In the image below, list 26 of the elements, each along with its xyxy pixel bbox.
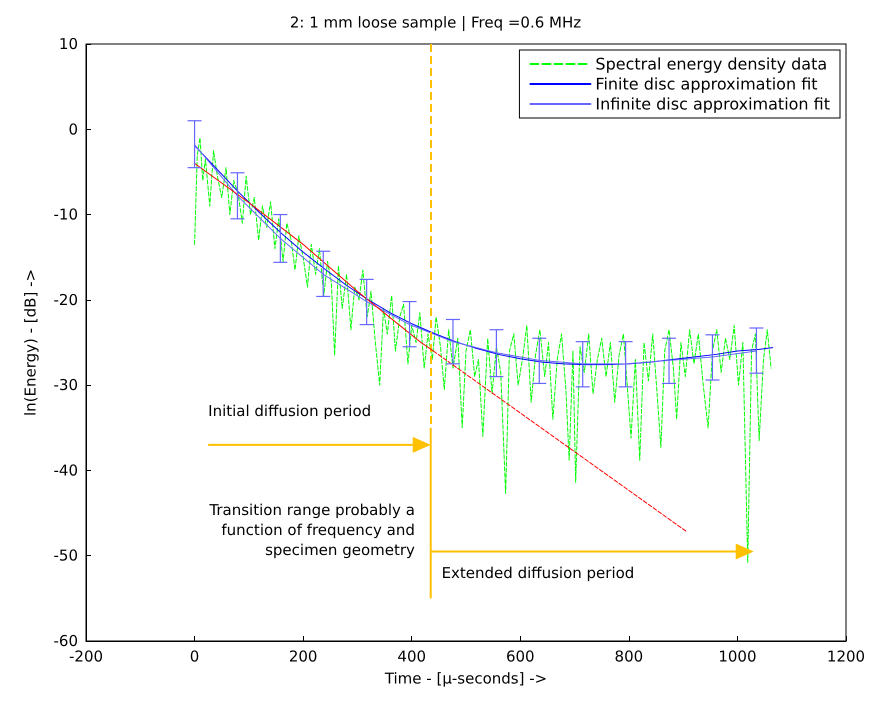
- y-tick-label: -40: [54, 461, 78, 480]
- annotation: Transition range probably a function of frequency and specimen geometry: [209, 500, 415, 560]
- x-tick-label: 1000: [718, 648, 757, 666]
- legend-label: Infinite disc approximation fit: [595, 94, 830, 114]
- x-tick-label: -200: [68, 648, 104, 666]
- x-tick-label: 0: [190, 648, 200, 666]
- line-series: [194, 137, 772, 564]
- annotation: Initial diffusion period: [208, 400, 372, 421]
- legend-label: Finite disc approximation fit: [595, 74, 818, 94]
- x-tick-label: 200: [288, 648, 318, 666]
- y-tick-label: -50: [54, 546, 78, 565]
- x-tick-label: 600: [506, 648, 535, 666]
- x-tick-label: 800: [614, 648, 644, 666]
- x-tick-label: 1200: [826, 648, 866, 666]
- x-axis-title: Time - [μ-seconds] ->: [384, 670, 548, 688]
- y-tick-label: -10: [54, 206, 78, 224]
- chart-title: 2: 1 mm loose sample | Freq =0.6 MHz: [290, 14, 582, 32]
- y-tick-label: 0: [68, 120, 78, 138]
- x-tick-label: 400: [397, 648, 426, 666]
- y-tick-label: -30: [54, 376, 78, 394]
- y-axis-title: ln(Energy) - [dB] ->: [22, 268, 40, 416]
- legend-label: Spectral energy density data: [595, 54, 828, 74]
- y-tick-label: -20: [54, 290, 78, 309]
- annotation: Extended diffusion period: [442, 562, 634, 583]
- y-tick-label: -60: [54, 632, 78, 650]
- y-tick-label: 10: [58, 35, 78, 53]
